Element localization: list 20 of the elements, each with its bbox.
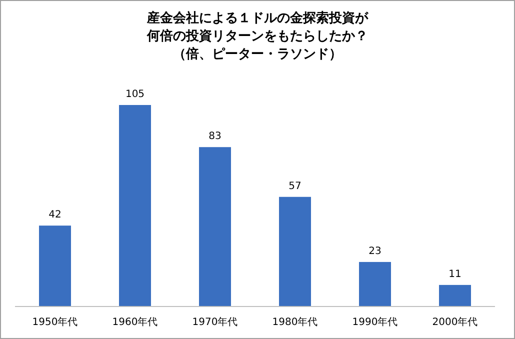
bar <box>119 105 151 306</box>
chart-title: 産金会社による１ドルの金探索投資が何倍の投資リターンをもたらしたか？ <box>146 10 369 44</box>
x-tick-label: 1970年代 <box>192 316 238 328</box>
bar <box>199 147 231 306</box>
chart-subtitle: （倍、ピーター・ラソンド） <box>173 46 342 62</box>
bar <box>39 226 71 306</box>
x-tick-label: 1950年代 <box>32 316 78 328</box>
data-label: 11 <box>448 268 462 280</box>
x-tick-label: 1990年代 <box>352 316 398 328</box>
bar <box>279 196 311 306</box>
data-label: 57 <box>288 180 302 192</box>
x-tick-label: 1960年代 <box>112 316 158 328</box>
x-tick-label: 2000年代 <box>432 316 478 328</box>
bar <box>439 284 471 306</box>
bar <box>359 262 391 306</box>
data-label: 83 <box>208 131 222 142</box>
x-tick-label: 1980年代 <box>272 316 318 328</box>
data-label: 105 <box>125 89 145 100</box>
data-label: 23 <box>368 246 382 257</box>
data-label: 42 <box>48 210 62 221</box>
